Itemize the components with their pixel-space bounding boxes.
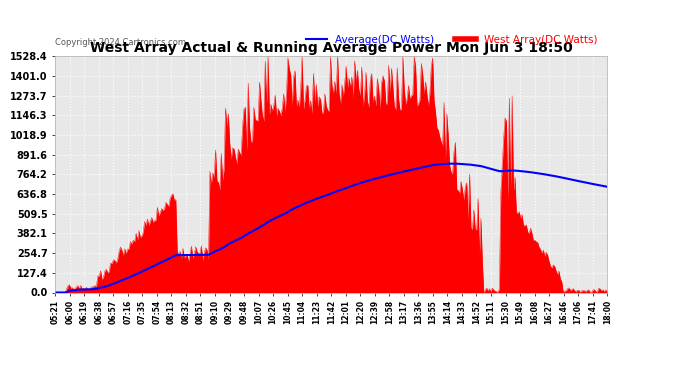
Title: West Array Actual & Running Average Power Mon Jun 3 18:50: West Array Actual & Running Average Powe… [90, 41, 573, 55]
Text: Copyright 2024 Cartronics.com: Copyright 2024 Cartronics.com [55, 38, 186, 47]
Legend: Average(DC Watts), West Array(DC Watts): Average(DC Watts), West Array(DC Watts) [302, 31, 602, 49]
